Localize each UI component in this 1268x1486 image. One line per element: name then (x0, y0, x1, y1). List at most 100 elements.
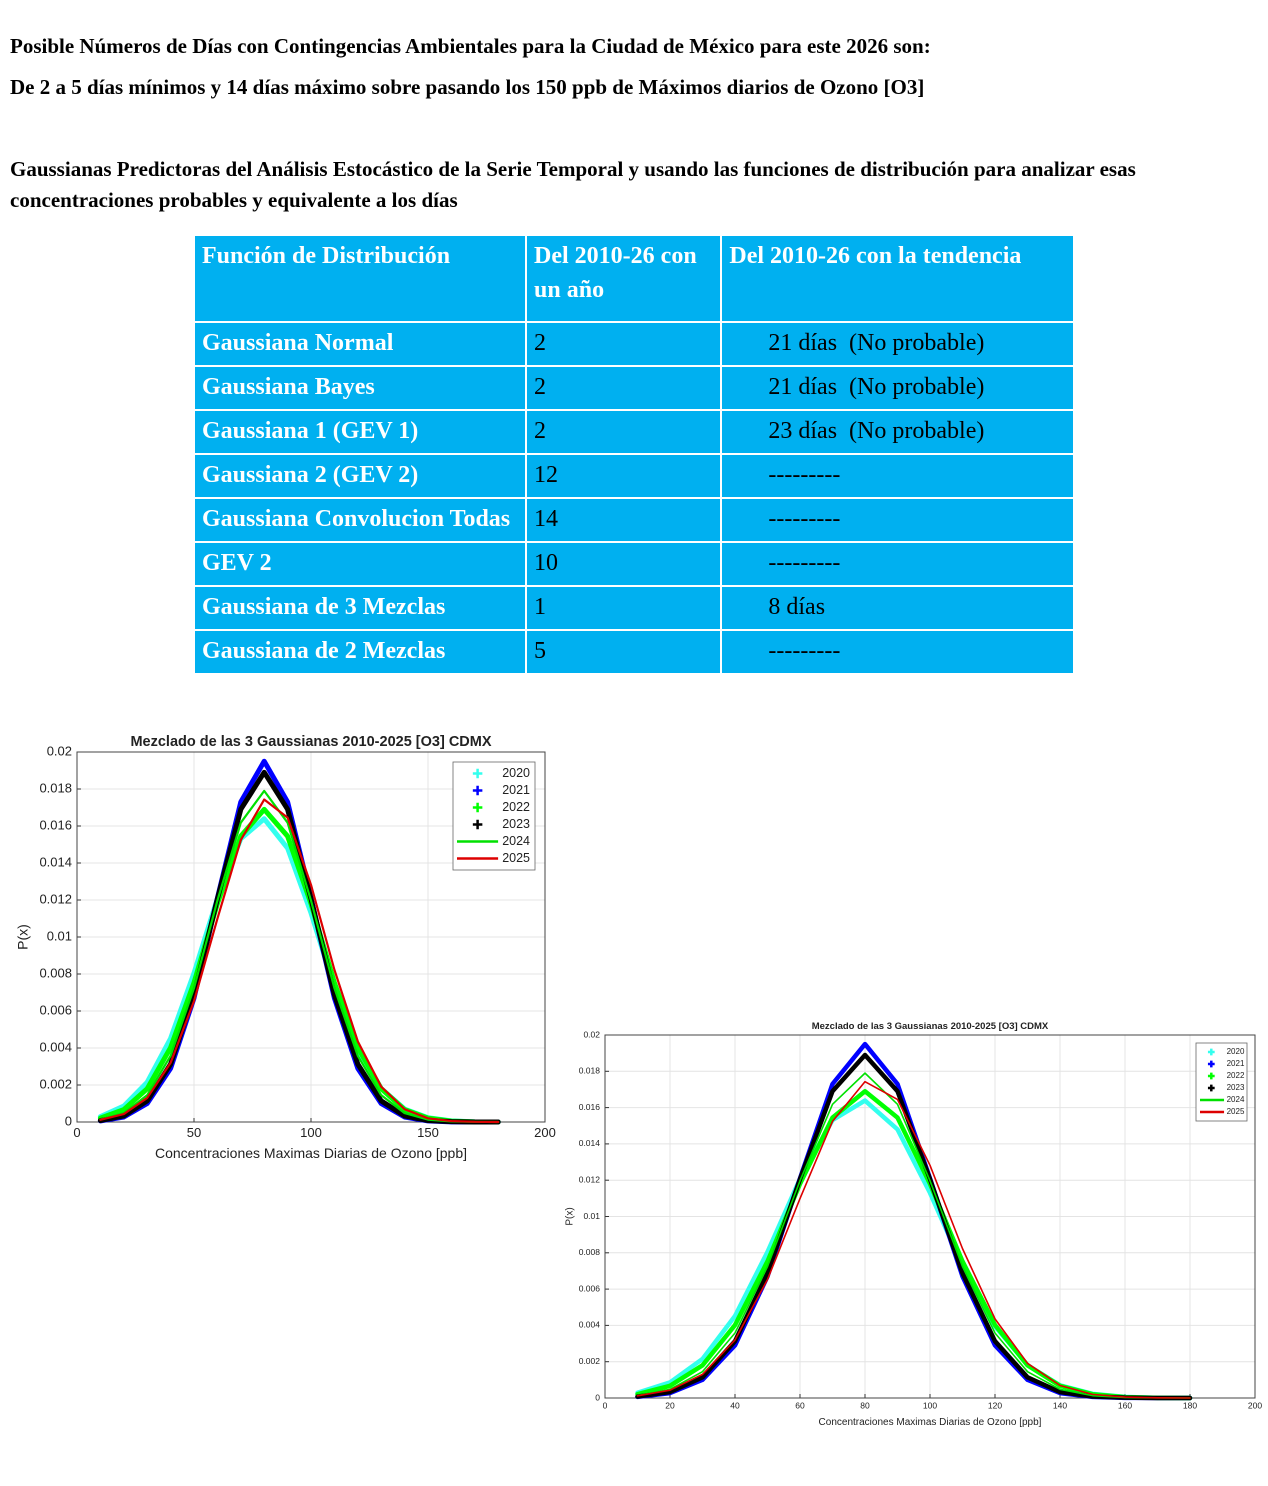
table-header-cell: Del 2010-26 con la tendencia (720, 234, 1075, 323)
y-tick-label: 0.006 (579, 1283, 601, 1293)
header-line: Posible Números de Días con Contingencia… (10, 34, 931, 58)
table-cell: 2 (525, 365, 723, 411)
table-cell: Gaussiana 1 (GEV 1) (192, 409, 528, 455)
table-cell: Gaussiana 2 (GEV 2) (192, 453, 528, 499)
chart: 0 0.002 0.004 0.006 0.008 0.01 0.012 0.014 0.016… (15, 734, 556, 1161)
table-cell: 2 (525, 321, 723, 367)
legend-marker (1207, 1060, 1215, 1068)
legend-label: 2022 (502, 800, 530, 814)
y-tick-label: 0.004 (39, 1039, 72, 1054)
x-tick-label: 140 (1053, 1401, 1067, 1411)
y-tick-label: 0.008 (579, 1247, 601, 1257)
x-tick-label: 120 (988, 1401, 1002, 1411)
legend-marker (472, 802, 483, 813)
x-tick-label: 80 (860, 1401, 870, 1411)
y-tick-label: 0.002 (579, 1356, 601, 1366)
legend-marker (472, 768, 483, 779)
series-line (635, 1089, 1193, 1401)
legend-box (1195, 1042, 1248, 1122)
legend-marker (1207, 1084, 1215, 1092)
legend-label: 2024 (1227, 1095, 1245, 1104)
table-row: Gaussiana Convolucion Todas 14 --------- (192, 497, 1075, 543)
y-tick-label: 0.016 (39, 817, 72, 832)
table-header-cell: Función de Distribución (192, 234, 528, 323)
legend-label: 2021 (1227, 1059, 1245, 1068)
chart-title: Mezclado de las 3 Gaussianas 2010-2025 [… (812, 1021, 1049, 1032)
table-cell: 12 (525, 453, 723, 499)
series-line (635, 1052, 1193, 1401)
y-tick-label: 0.014 (39, 854, 72, 869)
plot-area (77, 752, 545, 1122)
table-cell: 23 días (No probable) (720, 409, 1075, 455)
y-tick-label: 0.018 (579, 1066, 601, 1076)
x-tick-label: 150 (417, 1125, 439, 1140)
intro-text: Gaussianas Predictoras del Análisis Esto… (10, 157, 1136, 212)
x-tick-label: 100 (300, 1125, 322, 1140)
legend-marker (472, 785, 483, 796)
legend-marker (472, 819, 483, 830)
y-tick-label: 0.004 (579, 1320, 601, 1330)
table-cell: GEV 2 (192, 541, 528, 587)
y-tick-label: 0.02 (47, 743, 72, 758)
y-tick-label: 0.018 (39, 780, 72, 795)
header-line: De 2 a 5 días mínimos y 14 días máximo s… (10, 75, 925, 99)
legend-label: 2020 (502, 766, 530, 780)
x-tick-label: 20 (665, 1401, 675, 1411)
chart: 0 0.002 0.004 0.006 0.008 0.01 0.012 0.014 0.016… (565, 1021, 1263, 1428)
x-tick-label: 50 (187, 1125, 201, 1140)
axes-box (76, 751, 546, 1123)
y-tick-label: 0.006 (39, 1002, 72, 1017)
legend-label: 2023 (502, 817, 530, 831)
y-axis-label: P(x) (565, 1207, 576, 1225)
x-tick-label: 180 (1183, 1401, 1197, 1411)
series-line (97, 806, 501, 1125)
y-tick-label: 0 (595, 1392, 600, 1402)
y-tick-label: 0.014 (579, 1138, 601, 1148)
distribution-table: Función de Distribución Del 2010-26 con u… (192, 234, 1075, 675)
y-tick-label: 0.002 (39, 1076, 72, 1091)
axes-box (604, 1034, 1256, 1399)
table-cell: Gaussiana Normal (192, 321, 528, 367)
table-cell: 21 días (No probable) (720, 321, 1075, 367)
x-tick-label: 200 (534, 1125, 556, 1140)
legend-box (452, 761, 536, 871)
legend-label: 2020 (1227, 1047, 1245, 1056)
table-cell: 10 (525, 541, 723, 587)
table-row: Gaussiana Normal 2 21 días (No probable) (192, 321, 1075, 367)
table-row: Gaussiana de 3 Mezclas 1 8 días (192, 585, 1075, 631)
table-row: GEV 2 10 --------- (192, 541, 1075, 587)
y-tick-label: 0 (65, 1113, 72, 1128)
plot-area (605, 1035, 1255, 1398)
legend-label: 2021 (502, 783, 530, 797)
x-tick-label: 0 (73, 1125, 80, 1140)
table-cell: --------- (720, 453, 1075, 499)
y-tick-label: 0.012 (39, 891, 72, 906)
table-cell: 8 días (720, 585, 1075, 631)
legend-label: 2023 (1227, 1083, 1245, 1092)
y-tick-label: 0.01 (583, 1211, 600, 1221)
table-header-cell: Del 2010-26 con un año (525, 234, 723, 323)
x-axis-label: Concentraciones Maximas Diarias de Ozono… (819, 1417, 1042, 1428)
chart-title: Mezclado de las 3 Gaussianas 2010-2025 [… (130, 734, 491, 750)
y-tick-label: 0.02 (583, 1029, 600, 1039)
table-cell: 5 (525, 629, 723, 675)
table-header-row: Función de Distribución Del 2010-26 con u… (192, 234, 1075, 323)
table-cell: Gaussiana de 3 Mezclas (192, 585, 528, 631)
series-line (99, 789, 500, 1124)
legend-label: 2025 (1227, 1107, 1245, 1116)
x-axis-label: Concentraciones Maximas Diarias de Ozono… (155, 1145, 467, 1161)
x-tick-label: 100 (923, 1401, 937, 1411)
table-cell: --------- (720, 497, 1075, 543)
series-line (635, 1098, 1193, 1401)
series-line (97, 816, 501, 1125)
legend-label: 2024 (502, 834, 530, 848)
series-line (99, 798, 500, 1124)
table-row: Gaussiana de 2 Mezclas 5 --------- (192, 629, 1075, 675)
table-row: Gaussiana 1 (GEV 1) 2 23 días (No probable… (192, 409, 1075, 455)
table-cell: --------- (720, 541, 1075, 587)
x-tick-label: 160 (1118, 1401, 1132, 1411)
table-cell: --------- (720, 629, 1075, 675)
table-cell: Gaussiana de 2 Mezclas (192, 629, 528, 675)
